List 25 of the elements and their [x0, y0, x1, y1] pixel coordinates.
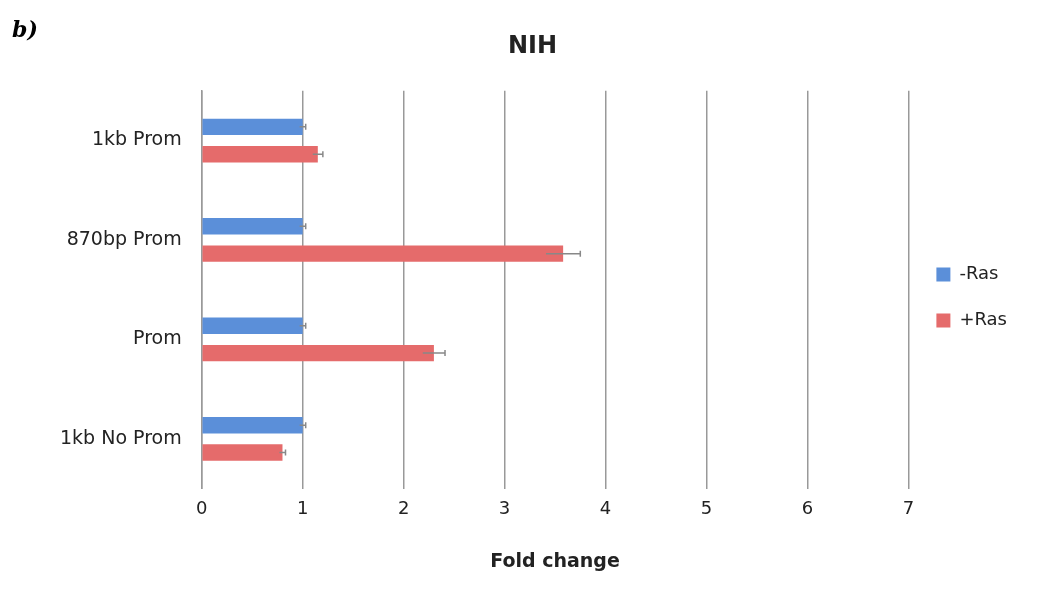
- bar: [202, 118, 303, 136]
- x-tick-label: 2: [397, 497, 410, 519]
- x-tick-label: 0: [195, 497, 208, 519]
- bar: [202, 344, 434, 362]
- y-tick-label: 1kb Prom: [91, 127, 182, 150]
- legend-label: +Ras: [959, 308, 1008, 330]
- x-tick-label: 1: [296, 497, 309, 519]
- bar: [202, 146, 318, 163]
- chart-title: NIH: [507, 30, 558, 59]
- y-tick-label: 870bp Prom: [66, 226, 182, 249]
- x-tick-label: 3: [498, 497, 511, 519]
- x-tick-label: 6: [801, 497, 814, 519]
- x-tick-label: 4: [599, 497, 612, 519]
- x-tick-label: 5: [700, 497, 713, 519]
- bar: [202, 245, 564, 262]
- bar: [202, 417, 303, 434]
- y-tick-label: Prom: [133, 326, 182, 349]
- legend-label: -Ras: [959, 262, 999, 284]
- y-tick-label: 1kb No Prom: [60, 425, 182, 448]
- bar: [202, 317, 303, 334]
- x-axis-title: Fold change: [490, 548, 620, 571]
- text: b): [12, 16, 38, 42]
- bar: [202, 444, 283, 461]
- x-tick-label: 7: [902, 497, 915, 519]
- bar: [202, 218, 303, 235]
